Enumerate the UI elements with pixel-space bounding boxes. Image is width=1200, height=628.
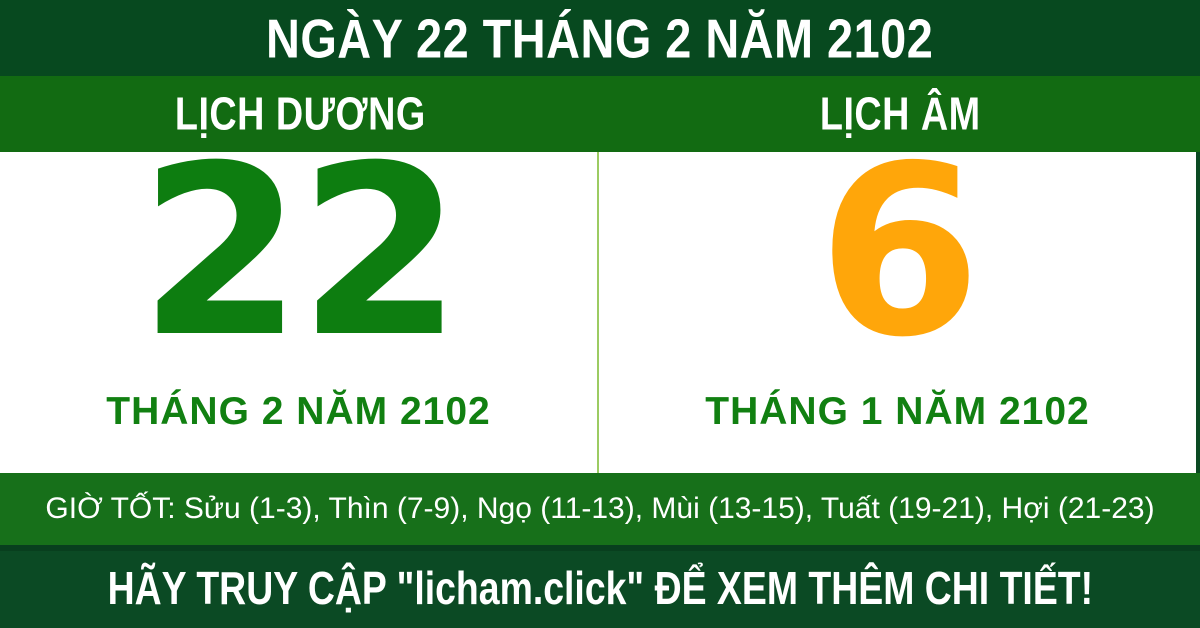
good-hours-bar: GIỜ TỐT: Sửu (1-3), Thìn (7-9), Ngọ (11-… (0, 473, 1200, 545)
good-hours-text: GIỜ TỐT: Sửu (1-3), Thìn (7-9), Ngọ (11-… (45, 492, 1155, 525)
solar-calendar-label: LỊCH DƯƠNG (174, 87, 426, 140)
date-header-bar: NGÀY 22 THÁNG 2 NĂM 2102 (0, 0, 1200, 76)
lunar-calendar-label: LỊCH ÂM (819, 87, 981, 140)
calendar-type-header-row: LỊCH DƯƠNG LỊCH ÂM (0, 76, 1200, 152)
lunar-panel: 6 THÁNG 1 NĂM 2102 (599, 135, 1196, 473)
calendar-panels: 22 THÁNG 2 NĂM 2102 6 THÁNG 1 NĂM 2102 (0, 135, 1200, 473)
footer-cta-bar: HÃY TRUY CẬP "licham.click" ĐỂ XEM THÊM … (0, 545, 1200, 628)
lunar-calendar-header: LỊCH ÂM (600, 76, 1200, 152)
solar-panel: 22 THÁNG 2 NĂM 2102 (0, 135, 597, 473)
footer-cta-text: HÃY TRUY CẬP "licham.click" ĐỂ XEM THÊM … (107, 563, 1093, 615)
solar-calendar-header: LỊCH DƯƠNG (0, 76, 600, 152)
solar-month-year: THÁNG 2 NĂM 2102 (106, 390, 491, 434)
vertical-divider (597, 152, 599, 473)
solar-day-number: 22 (138, 116, 462, 389)
lunar-month-year: THÁNG 1 NĂM 2102 (705, 390, 1090, 434)
lunar-day-number: 6 (817, 116, 982, 389)
date-header-title: NGÀY 22 THÁNG 2 NĂM 2102 (266, 7, 934, 69)
